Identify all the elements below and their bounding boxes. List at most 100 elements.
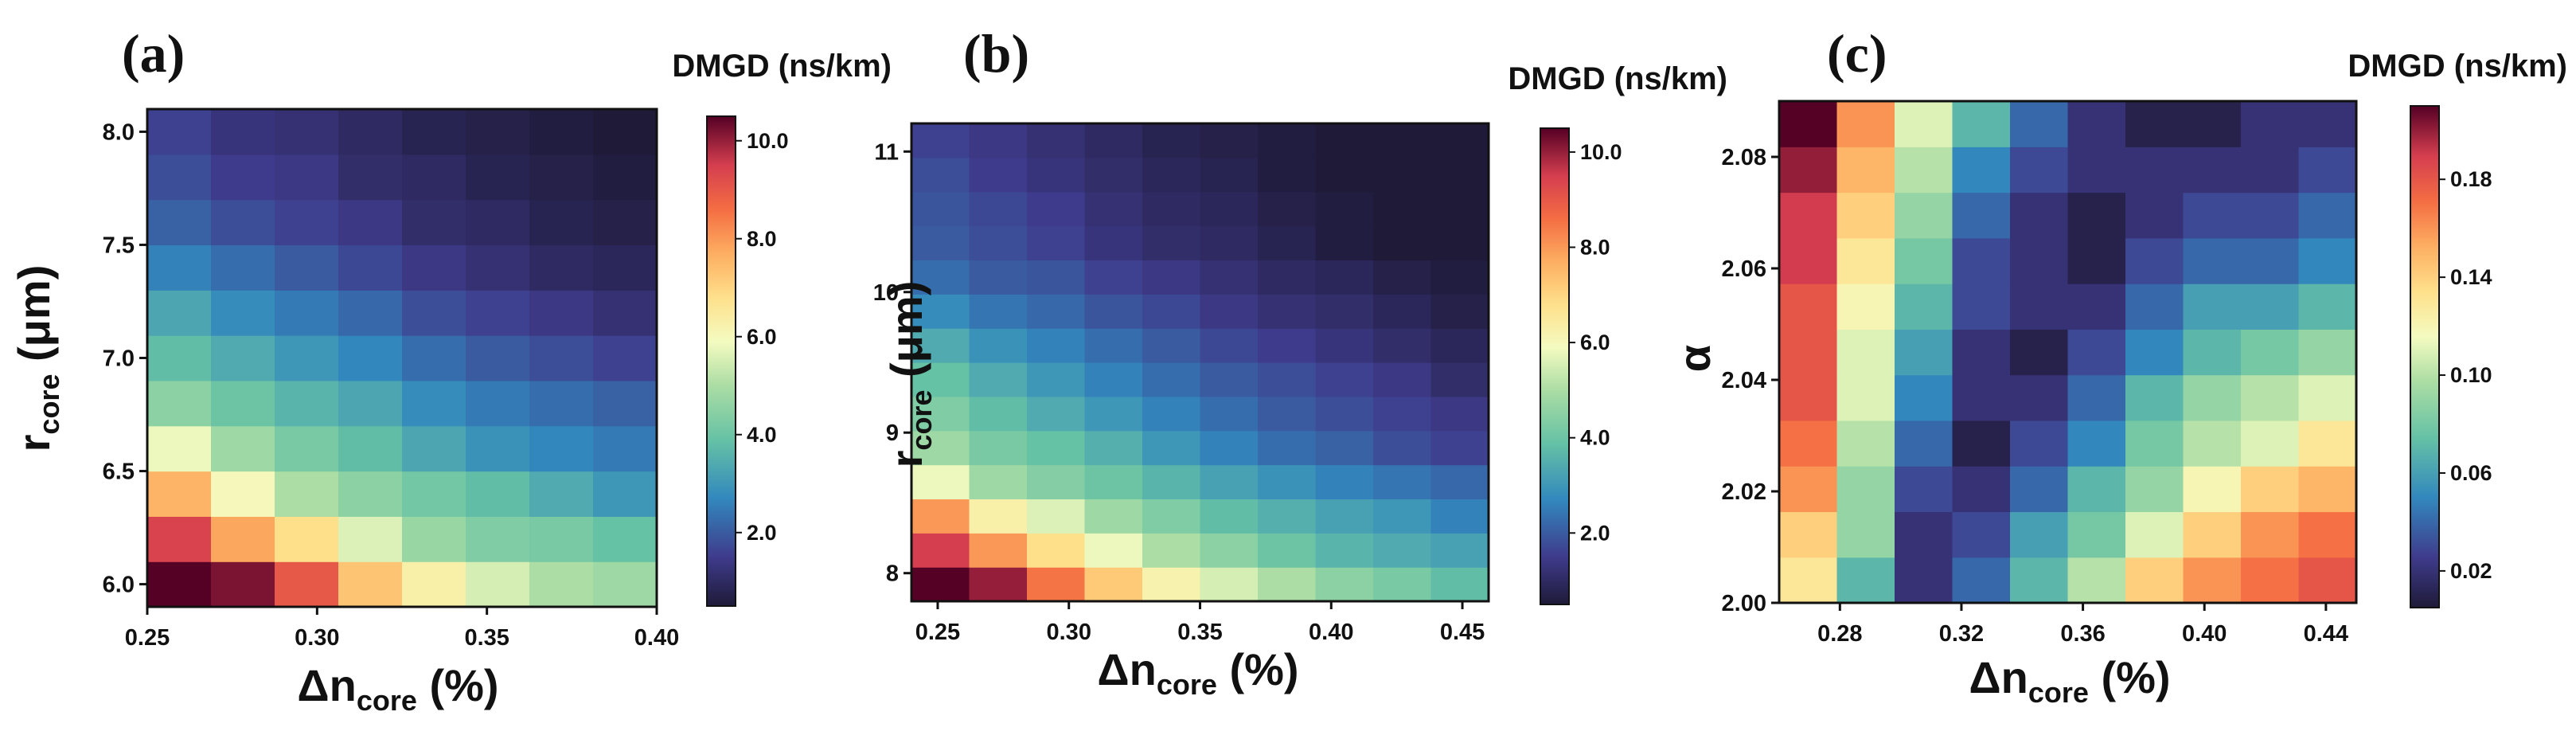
- heatmap-cell: [1027, 499, 1086, 534]
- heatmap-cell: [2010, 192, 2069, 239]
- heatmap-cell: [1373, 396, 1432, 432]
- heatmap-cell: [275, 516, 339, 562]
- heatmap-cell: [1836, 192, 1895, 239]
- heatmap-cell: [529, 561, 594, 608]
- colorbar-title: DMGD (ns/km): [672, 49, 892, 84]
- heatmap-cell: [1895, 420, 1953, 467]
- heatmap-cell: [1836, 511, 1895, 558]
- heatmap-cell: [338, 425, 403, 472]
- heatmap-cell: [338, 199, 403, 246]
- heatmap-cell: [2241, 466, 2300, 513]
- x-tick-label: 0.25: [125, 625, 170, 651]
- heatmap-cell: [402, 109, 466, 155]
- colorbar-title: DMGD (ns/km): [1508, 61, 1727, 96]
- heatmap-cell: [1142, 191, 1201, 227]
- heatmap-cell: [2298, 466, 2357, 513]
- heatmap-cell: [1430, 191, 1489, 227]
- heatmap-cell: [1779, 237, 1838, 284]
- heatmap-cell: [1373, 362, 1432, 397]
- heatmap-cell: [1258, 294, 1317, 329]
- heatmap-cell: [1084, 362, 1143, 397]
- heatmap-cell: [2125, 420, 2184, 467]
- heatmap-cell: [1315, 123, 1374, 158]
- heatmap-cell: [466, 109, 530, 155]
- y-tick-label: 2.08: [1722, 145, 1766, 170]
- heatmap-cell: [2125, 192, 2184, 239]
- colorbar-tick-label: 0.14: [2450, 265, 2492, 289]
- panel-label: (c): [1827, 23, 1887, 84]
- heatmap-cell: [2067, 329, 2126, 376]
- heatmap-cell: [2241, 420, 2300, 467]
- heatmap-cell: [402, 335, 466, 381]
- heatmap-cell: [2010, 147, 2069, 194]
- heatmap-cell: [593, 199, 658, 246]
- heatmap-cell: [1084, 260, 1143, 295]
- heatmap-cell: [1836, 466, 1895, 513]
- heatmap-cell: [1084, 328, 1143, 363]
- heatmap-cell: [2241, 329, 2300, 376]
- heatmap-cell: [2298, 374, 2357, 421]
- y-tick-label: 10: [873, 280, 899, 306]
- heatmap-cell: [2183, 557, 2242, 604]
- heatmap-cell: [1315, 464, 1374, 500]
- heatmap-cell: [2298, 420, 2357, 467]
- x-axis-title: Δncore (%): [1097, 644, 1298, 701]
- heatmap-cell: [2010, 420, 2069, 467]
- heatmap-cell: [1779, 284, 1838, 330]
- plot-frame: [1778, 100, 2358, 604]
- heatmap-cell: [1373, 499, 1432, 534]
- heatmap-cell: [1373, 294, 1432, 329]
- heatmap-cell: [1200, 191, 1259, 227]
- heatmap-cell: [1430, 499, 1489, 534]
- heatmap-cell: [275, 335, 339, 381]
- heatmap-cell: [969, 123, 1028, 158]
- colorbar-tick-label: 4.0: [1580, 426, 1610, 450]
- heatmap-cell: [211, 154, 275, 201]
- heatmap-cell: [2298, 237, 2357, 284]
- heatmap-cell: [1142, 362, 1201, 397]
- heatmap-cell: [2298, 101, 2357, 147]
- heatmap-cell: [1836, 420, 1895, 467]
- heatmap-cell: [1315, 533, 1374, 568]
- heatmap-cell: [1142, 157, 1201, 193]
- heatmap-cell: [2298, 511, 2357, 558]
- heatmap-cell: [1895, 557, 1953, 604]
- heatmap-cell: [2067, 557, 2126, 604]
- heatmap-cell: [911, 260, 970, 295]
- colorbar-tick-label: 8.0: [747, 227, 777, 251]
- heatmap-cell: [911, 123, 970, 158]
- heatmap-cell: [2183, 374, 2242, 421]
- heatmap-cell: [1430, 464, 1489, 500]
- heatmap-cell: [1142, 533, 1201, 568]
- heatmap-cell: [275, 244, 339, 291]
- heatmap-cell: [969, 362, 1028, 397]
- heatmap-cell: [1373, 260, 1432, 295]
- heatmap-cell: [1430, 157, 1489, 193]
- heatmap-cell: [338, 380, 403, 427]
- colorbar-title: DMGD (ns/km): [2348, 49, 2567, 84]
- heatmap-cell: [1142, 225, 1201, 261]
- heatmap-cell: [2067, 101, 2126, 147]
- x-tick-label: 0.45: [1440, 620, 1485, 645]
- colorbar-tick-label: 10.0: [1580, 140, 1622, 164]
- heatmap-cell: [466, 380, 530, 427]
- panel-b: 0.25 0.30 0.35 0.40 0.45 8 9 10 11 (b) DMGD (ns/km…: [873, 23, 1727, 701]
- heatmap-cell: [2298, 284, 2357, 330]
- heatmap-cell: [2010, 284, 2069, 330]
- heatmap-cell: [211, 471, 275, 517]
- heatmap-cell: [1895, 466, 1953, 513]
- heatmap-cell: [2067, 466, 2126, 513]
- colorbar-tick-label: 4.0: [747, 423, 777, 447]
- panel-label: (a): [122, 23, 185, 84]
- heatmap-cell: [2125, 466, 2184, 513]
- heatmap-cell: [1430, 260, 1489, 295]
- x-tick-label: 0.35: [1177, 620, 1222, 645]
- heatmap-cell: [593, 516, 658, 562]
- heatmap-cell: [593, 290, 658, 336]
- heatmap-cell: [911, 533, 970, 568]
- heatmap-cell: [1779, 147, 1838, 194]
- heatmap-cell: [1200, 464, 1259, 500]
- x-tick-label: 0.40: [1309, 620, 1353, 645]
- y-tick-label: 6.5: [103, 459, 135, 485]
